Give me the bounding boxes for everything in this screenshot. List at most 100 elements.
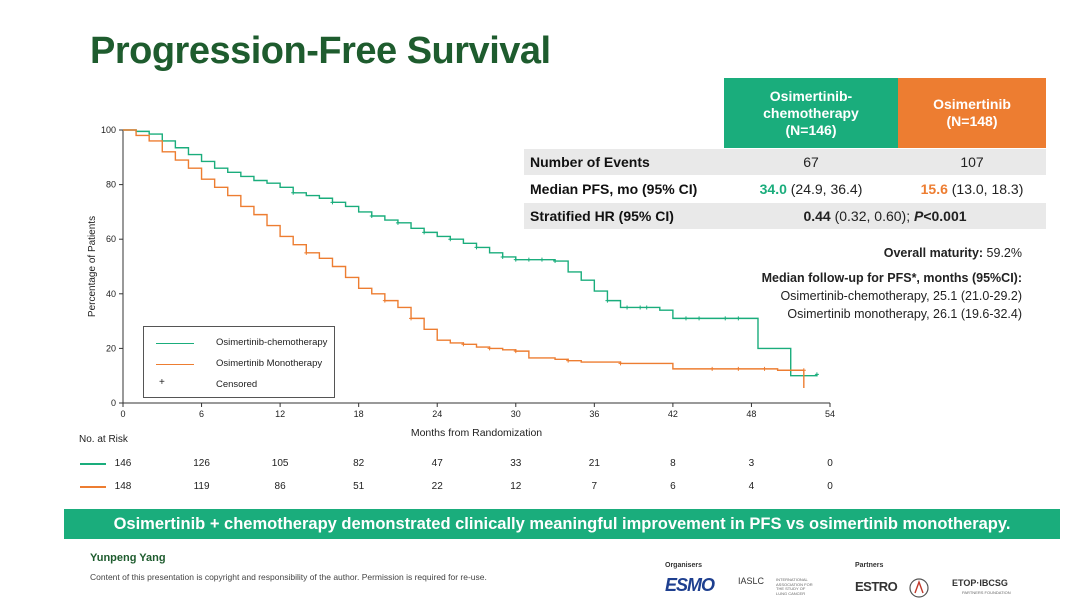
results-table: Osimertinib- chemotherapy (N=146) Osimer… xyxy=(524,78,1046,229)
risk-combo-value: 0 xyxy=(827,458,833,469)
x-tick-label: 54 xyxy=(825,409,835,419)
risk-combo-value: 82 xyxy=(353,458,365,469)
censor-mark xyxy=(382,298,387,303)
header-mono-line1: Osimertinib xyxy=(933,96,1011,112)
row-events-mono: 107 xyxy=(898,148,1046,176)
author-name: Yunpeng Yang xyxy=(90,552,166,564)
esmo-logo: ESMO xyxy=(665,575,715,595)
header-mono: Osimertinib (N=148) xyxy=(898,78,1046,149)
p-value: <0.001 xyxy=(923,208,967,224)
median-combo-value: 34.0 xyxy=(759,181,787,197)
censor-mark xyxy=(697,316,702,321)
series-line-combo xyxy=(123,129,818,377)
row-hr-label: Stratified HR (95% CI) xyxy=(524,202,724,229)
censor-mark xyxy=(448,237,453,242)
followup-mono: Osimertinib monotherapy, 26.1 (19.6-32.4… xyxy=(787,307,1022,321)
risk-combo-value: 33 xyxy=(510,458,522,469)
risk-combo-value: 47 xyxy=(431,458,443,469)
censor-mark xyxy=(487,346,492,351)
censor-mark xyxy=(814,372,819,377)
row-median-mono: 15.6 (13.0, 18.3) xyxy=(898,175,1046,203)
censor-mark xyxy=(625,305,630,310)
header-combo-line2: chemotherapy xyxy=(763,104,859,121)
censor-mark xyxy=(801,368,806,373)
row-events: Number of Events 67 107 xyxy=(524,148,1046,176)
header-combo-line1: Osimertinib- xyxy=(769,87,853,104)
y-tick-label: 40 xyxy=(106,289,116,299)
partner-emblem-icon xyxy=(909,578,929,598)
estro-logo: ESTRO xyxy=(855,579,898,594)
maturity-label: Overall maturity: xyxy=(883,246,984,260)
organisers-label: Organisers xyxy=(665,562,702,569)
y-tick-label: 0 xyxy=(111,398,116,408)
maturity-value: 59.2% xyxy=(986,246,1022,260)
x-axis-label: Months from Randomization xyxy=(411,427,542,439)
row-median-label: Median PFS, mo (95% CI) xyxy=(524,175,724,203)
censor-mark xyxy=(526,257,531,262)
risk-combo-value: 21 xyxy=(588,458,600,469)
y-tick-label: 100 xyxy=(101,125,116,135)
censor-mark xyxy=(330,200,335,205)
x-tick-label: 24 xyxy=(432,409,442,419)
row-hr: Stratified HR (95% CI) 0.44 (0.32, 0.60)… xyxy=(524,202,1046,229)
legend-line-combo xyxy=(156,343,194,344)
risk-mono-value: 22 xyxy=(431,481,443,492)
header-combo-line3: (N=146) xyxy=(785,121,837,138)
censor-mark xyxy=(605,298,610,303)
censor-mark xyxy=(683,316,688,321)
p-label: P xyxy=(913,208,924,224)
median-mono-value: 15.6 xyxy=(920,181,948,197)
km-plot: 0 20 40 60 80 100 0 6 12 18 24 30 36 42 48 54 Months fro… xyxy=(87,125,835,439)
censor-mark xyxy=(304,250,309,255)
legend-label-combo: Osimertinib-chemotherapy xyxy=(216,337,328,348)
censor-mark xyxy=(710,366,715,371)
header-mono-line2: (N=148) xyxy=(946,113,998,129)
censor-mark xyxy=(736,366,741,371)
censored-marker-icon: + xyxy=(159,377,165,388)
row-median: Median PFS, mo (95% CI) 34.0 (24.9, 36.4… xyxy=(524,175,1046,203)
y-tick-label: 60 xyxy=(106,234,116,244)
x-tick-label: 6 xyxy=(199,409,204,419)
median-combo-ci: (24.9, 36.4) xyxy=(790,181,863,197)
risk-legend-lines xyxy=(80,463,106,488)
censor-mark xyxy=(513,349,518,354)
censor-mark xyxy=(369,213,374,218)
copyright-note: Content of this presentation is copyrigh… xyxy=(90,572,487,582)
censor-mark xyxy=(461,342,466,347)
censor-mark xyxy=(422,230,427,235)
risk-mono-value: 7 xyxy=(591,481,598,492)
risk-mono-value: 86 xyxy=(274,481,286,492)
row-median-combo: 34.0 (24.9, 36.4) xyxy=(724,175,898,203)
row-events-combo: 67 xyxy=(724,148,898,176)
chart-legend: Osimertinib-chemotherapy Osimertinib Mon… xyxy=(143,326,335,398)
table-corner xyxy=(524,78,724,149)
risk-mono-value: 119 xyxy=(193,481,210,492)
y-tick-label: 20 xyxy=(106,343,116,353)
row-events-label: Number of Events xyxy=(524,148,724,176)
etop-subtitle: PARTNERS FOUNDATION xyxy=(962,590,1011,595)
censor-mark xyxy=(395,220,400,225)
x-tick-label: 48 xyxy=(746,409,756,419)
x-tick-label: 18 xyxy=(354,409,364,419)
risk-mono-value: 51 xyxy=(353,481,365,492)
censor-mark xyxy=(723,316,728,321)
x-tick-label: 12 xyxy=(275,409,285,419)
x-tick-label: 0 xyxy=(120,409,125,419)
risk-mono-value: 4 xyxy=(748,481,755,492)
header-combo: Osimertinib- chemotherapy (N=146) xyxy=(724,78,898,149)
iaslc-subtitle: INTERNATIONAL ASSOCIATION FOR THE STUDY … xyxy=(776,577,813,596)
legend-label-mono: Osimertinib Monotherapy xyxy=(216,358,323,369)
risk-mono-value: 0 xyxy=(827,481,833,492)
row-hr-value: 0.44 (0.32, 0.60); P<0.001 xyxy=(724,202,1046,229)
risk-combo-value: 105 xyxy=(271,458,289,469)
risk-combo-value: 8 xyxy=(670,458,676,469)
overall-maturity: Overall maturity: 59.2% xyxy=(884,246,1022,260)
risk-combo-value: 3 xyxy=(748,458,755,469)
censor-mark xyxy=(474,245,479,250)
censor-mark xyxy=(409,316,414,321)
censor-mark xyxy=(638,305,643,310)
hr-ci: (0.32, 0.60); xyxy=(834,208,911,224)
x-tick-label: 30 xyxy=(511,409,521,419)
series-line-mono xyxy=(123,129,805,388)
legend-label-censored: Censored xyxy=(216,379,258,390)
